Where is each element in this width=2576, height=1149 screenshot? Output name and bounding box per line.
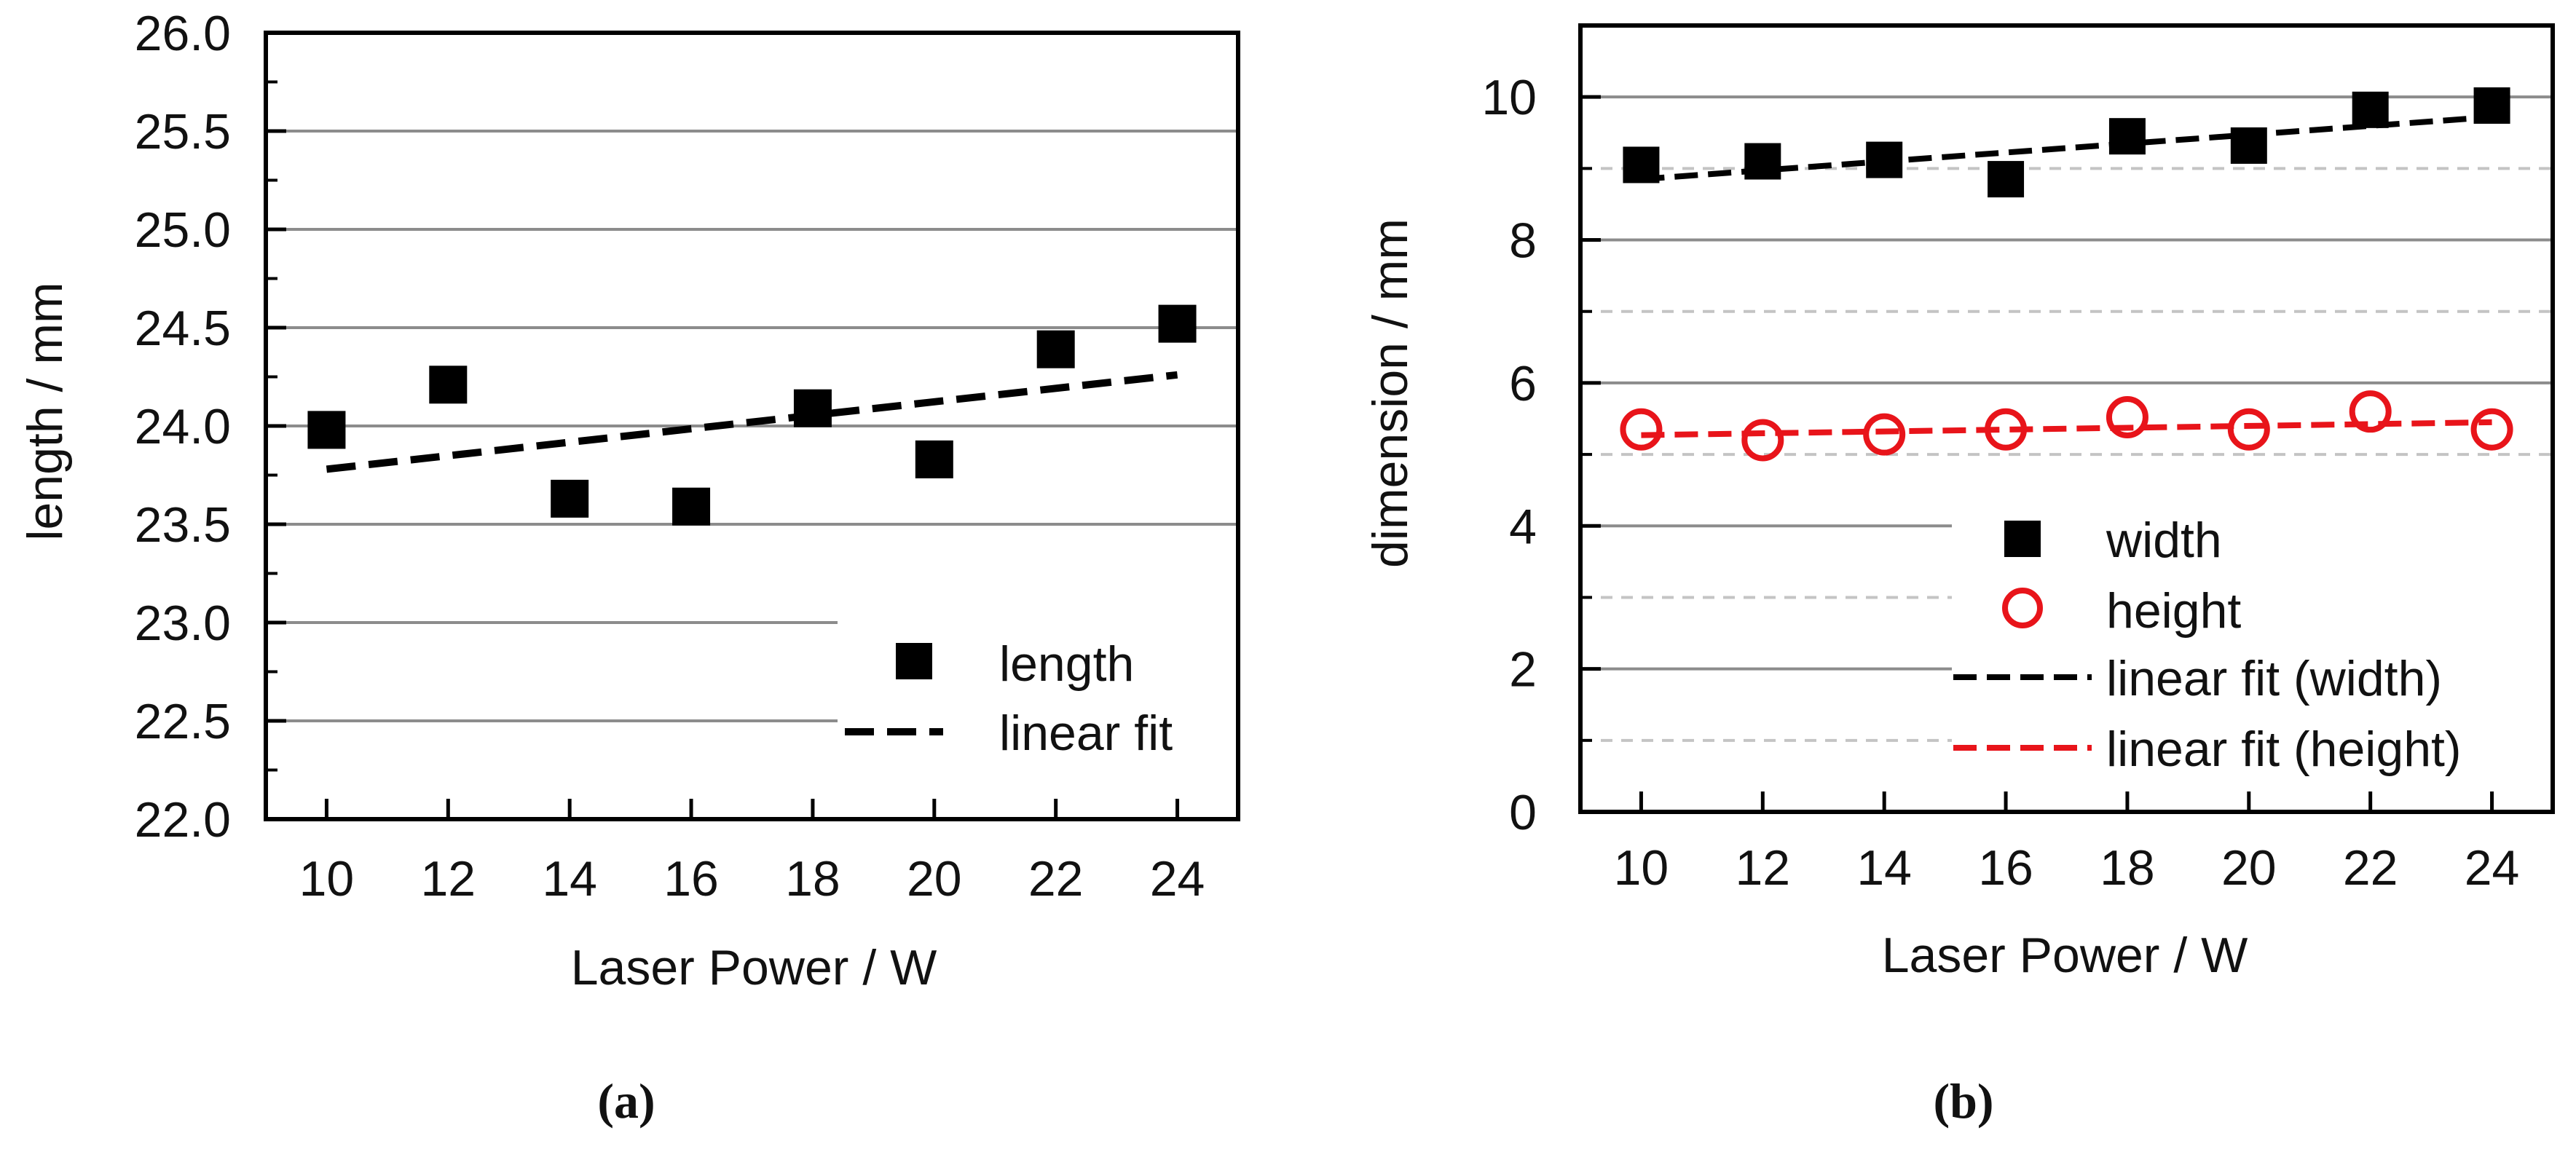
panel-b-y-tick-label: 10 bbox=[1481, 70, 1537, 125]
panel-b-width-point bbox=[1988, 161, 2025, 198]
panel-b-legend-width-label: width bbox=[2106, 513, 2222, 568]
panel-a-legend-length-marker bbox=[896, 643, 932, 679]
panel-b-grid bbox=[1580, 95, 2553, 742]
panel-a-x-tick-label: 14 bbox=[542, 851, 597, 907]
panel-a-length-point bbox=[672, 487, 711, 526]
panel-b-height-point bbox=[2349, 390, 2392, 433]
panel-b-linear-fit-height-line bbox=[1641, 419, 2492, 438]
panel-a-length-point bbox=[429, 366, 468, 404]
panel-a-x-tick-label: 12 bbox=[420, 851, 476, 907]
panel-a-x-axis-label: Laser Power / W bbox=[571, 940, 937, 995]
panel-a-x-tick-label: 16 bbox=[663, 851, 719, 907]
panel-a-grid bbox=[266, 130, 1238, 722]
panel-b-x-tick-label: 24 bbox=[2465, 840, 2520, 896]
panel-a-y-tick-label: 23.5 bbox=[135, 497, 231, 553]
panel-b-width-point bbox=[2108, 118, 2146, 155]
panel-b-width-point bbox=[1866, 141, 1903, 178]
panel-b-width-point bbox=[1744, 143, 1781, 180]
panel-b-y-axis-label: dimension / mm bbox=[1363, 218, 1418, 568]
panel-b-y-tick-label: 4 bbox=[1509, 499, 1537, 554]
panel-a-y-tick-label: 24.5 bbox=[135, 301, 231, 356]
panel-b-height-point bbox=[2106, 396, 2148, 439]
panel-a-y-axis-label: length / mm bbox=[17, 282, 73, 540]
panel-b-height-point bbox=[1863, 413, 1906, 456]
panel-b-label: (b) bbox=[1933, 1073, 1993, 1129]
panel-b-x-tick-label: 14 bbox=[1856, 840, 1912, 896]
panel-b-width-point bbox=[2230, 127, 2267, 164]
panel-b-y-tick-label: 6 bbox=[1509, 356, 1537, 411]
panel-b-series bbox=[1620, 87, 2513, 462]
panel-a-x-tick-label: 10 bbox=[299, 851, 355, 907]
panel-b-y-tick-label: 2 bbox=[1509, 642, 1537, 698]
panel-b-linear-fit-width-line bbox=[1641, 114, 2492, 183]
panel-b-height-point bbox=[1741, 419, 1784, 462]
panel-b-legend-fit-width-label: linear fit (width) bbox=[2106, 651, 2442, 706]
panel-b-x-axis-label: Laser Power / W bbox=[1882, 928, 2248, 983]
panel-b-width-point bbox=[2352, 91, 2389, 128]
panel-a-y-tick-label: 25.0 bbox=[135, 202, 231, 258]
panel-a-length-point bbox=[915, 440, 953, 478]
panel-b-height-point bbox=[1620, 408, 1663, 451]
panel-a-x-tick-label: 24 bbox=[1150, 851, 1205, 907]
panel-a-x-tick-label: 18 bbox=[785, 851, 840, 907]
panel-b-plot-frame bbox=[1578, 23, 2555, 814]
panel-a-y-tick-label: 22.0 bbox=[135, 792, 231, 848]
panel-b-x-tick-label: 20 bbox=[2221, 840, 2277, 896]
panel-b-x-tick-label: 16 bbox=[1978, 840, 2033, 896]
panel-b-height-point bbox=[1985, 408, 2028, 451]
panel-a-length-point bbox=[793, 389, 832, 427]
panel-b-legend: width height linear fit (width) linear f… bbox=[1953, 513, 2462, 777]
panel-a-length-point bbox=[1036, 330, 1075, 368]
panel-b-legend-fit-height-label: linear fit (height) bbox=[2106, 722, 2462, 777]
panel-a-length-point bbox=[551, 479, 589, 518]
panel-b-x-tick-label: 22 bbox=[2343, 840, 2398, 896]
panel-a-x-tick-label: 20 bbox=[907, 851, 962, 907]
panel-a-y-tick-label: 26.0 bbox=[135, 6, 231, 61]
panel-a-label: (a) bbox=[597, 1073, 655, 1129]
panel-b-x-tick-label: 12 bbox=[1735, 840, 1790, 896]
panel-a-length-point bbox=[1158, 304, 1197, 343]
panel-a-x-tick-label: 22 bbox=[1028, 851, 1084, 907]
panel-b-x-tick-label: 10 bbox=[1614, 840, 1669, 896]
panel-b-y-tick-label: 0 bbox=[1509, 785, 1537, 840]
panel-b-y-tick-label: 8 bbox=[1509, 213, 1537, 269]
panel-a-y-tick-label: 23.0 bbox=[135, 596, 231, 651]
panel-a-y-tick-label: 24.0 bbox=[135, 399, 231, 454]
panel-b-width-point bbox=[2473, 87, 2510, 124]
panel-b-x-tick-label: 18 bbox=[2100, 840, 2155, 896]
panel-a-legend-fit-label: linear fit bbox=[999, 706, 1173, 761]
panel-b-legend-height-label: height bbox=[2106, 583, 2241, 639]
panel-b-legend-width-marker bbox=[2004, 521, 2041, 557]
panel-a-y-tick-label: 22.5 bbox=[135, 694, 231, 749]
panel-a-legend-length-label: length bbox=[999, 636, 1134, 692]
panel-b-legend-height-marker bbox=[2002, 588, 2043, 628]
panel-b-width-point bbox=[1623, 146, 1660, 183]
panel-a-linear-fit-line bbox=[326, 371, 1178, 473]
panel-a-length-point bbox=[307, 411, 346, 449]
panel-b-height-point bbox=[2227, 408, 2270, 451]
panel-a-series bbox=[307, 304, 1197, 526]
panel-a-legend: length linear fit bbox=[845, 636, 1173, 761]
panel-a-axes: 22.0 22.5 23.0 23.5 24.0 24.5 25.0 25.5 26.0 10 12… bbox=[135, 6, 1240, 907]
panel-b-height-point bbox=[2470, 408, 2513, 451]
panel-a-y-tick-label: 25.5 bbox=[135, 104, 231, 159]
